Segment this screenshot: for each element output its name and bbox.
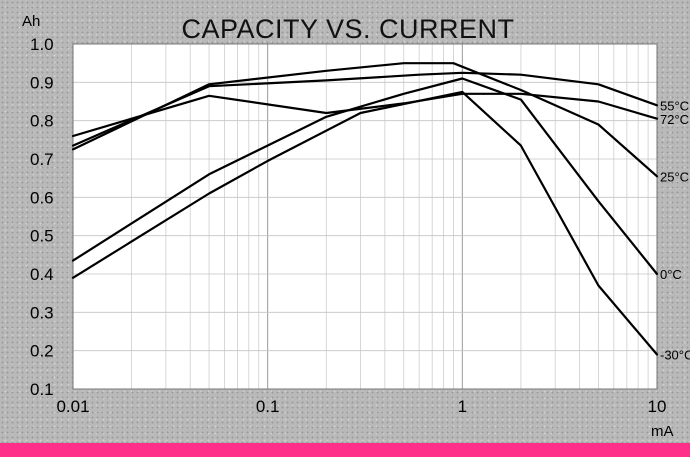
y-tick-label: 0.3 [30,303,54,322]
y-tick-label: 0.9 [30,73,54,92]
y-tick-label: 0.6 [30,188,54,207]
series-label: 72°C [660,112,689,127]
series-label: 55°C [660,98,689,113]
series-line [71,62,659,178]
x-tick-label: 0.01 [56,397,89,416]
y-tick-label: 0.8 [30,112,54,131]
series-group [71,62,659,356]
grid [72,43,658,390]
series-label: 0°C [660,267,682,282]
x-tick-label: 1 [458,397,467,416]
x-tick-label: 10 [648,397,667,416]
y-tick-label: 0.7 [30,150,54,169]
x-tick-label: 0.1 [256,397,280,416]
plot-border [72,43,658,390]
y-tick-label: 0.2 [30,342,54,361]
y-tick-label: 0.1 [30,380,54,399]
y-tick-label: 0.4 [30,265,54,284]
x-axis-label: mA [651,423,674,440]
y-axis-label: Ah [22,13,40,30]
label-group: 0.10.20.30.40.50.60.70.80.91.00.01 0.1 1 10… [30,35,690,416]
series-line [71,90,659,356]
series-label: -30°C [660,348,690,363]
series-label: 25°C [660,169,689,184]
accent-strip [0,443,690,457]
chart-title: CAPACITY VS. CURRENT [181,14,514,44]
plot-area [73,44,657,389]
y-tick-label: 0.5 [30,227,54,246]
series-line [71,71,659,147]
y-tick-label: 1.0 [30,35,54,54]
series-line [71,77,659,276]
